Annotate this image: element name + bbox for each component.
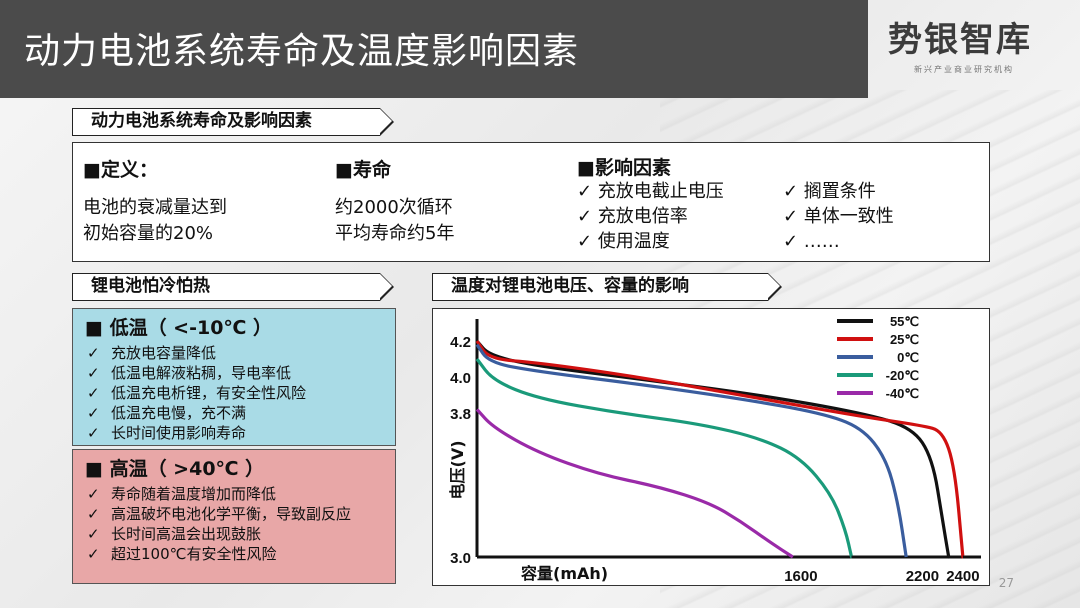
check-icon: ✓ <box>87 505 100 523</box>
low-temp-item: ✓ 低温充电析锂，有安全性风险 <box>87 384 307 402</box>
logo-text: 势银智库 <box>888 20 1032 60</box>
chart-container: 4.2 4.0 3.8 3.0 1600 2200 2400 容量(mAh) 电压(V) 55℃ 2… <box>432 308 990 586</box>
series-line <box>475 408 794 559</box>
x-tick-label: 2400 <box>946 568 979 585</box>
y-axis-label: 电压(V) <box>448 440 467 499</box>
y-tick-label: 3.8 <box>450 406 471 423</box>
life-heading: ■寿命 <box>335 159 391 181</box>
section-tag-chart-label: 温度对锂电池电压、容量的影响 <box>451 276 689 296</box>
factor-item: ✓ 搁置条件 <box>783 181 876 202</box>
check-icon: ✓ <box>87 525 100 543</box>
check-icon: ✓ <box>87 384 100 402</box>
logo-subtitle: 新兴产业商业研究机构 <box>914 65 1014 74</box>
check-icon: ✓ <box>87 545 100 563</box>
low-temp-item: ✓ 长时间使用影响寿命 <box>87 424 247 442</box>
legend-label: 55℃ <box>890 314 919 329</box>
definition-heading: ■定义： <box>83 159 158 181</box>
low-temp-panel: ■ 低温（ <-10℃ ） ✓ 充放电容量降低 ✓ 低温电解液粘稠，导电率低 ✓ 低温… <box>72 308 396 446</box>
check-icon: ✓ <box>87 424 100 442</box>
life-line: 约2000次循环 <box>335 197 453 218</box>
high-temp-panel: ■ 高温（ >40℃ ） ✓ 寿命随着温度增加而降低 ✓ 高温破坏电池化学平衡，导致… <box>72 449 396 584</box>
high-temp-heading: ■ 高温（ >40℃ ） <box>85 458 265 480</box>
factor-item: ✓ …… <box>783 231 840 252</box>
section-tag-temperature: 锂电池怕冷怕热 <box>72 272 394 301</box>
legend-label: 0℃ <box>897 350 919 365</box>
factors-list-1: ✓ 充放电截止电压 ✓ 充放电倍率 ✓ 使用温度 <box>577 179 724 254</box>
legend-label: 25℃ <box>890 332 919 347</box>
section-tag-life: 动力电池系统寿命及影响因素 <box>72 107 394 136</box>
high-temp-item: ✓ 寿命随着温度增加而降低 <box>87 485 277 503</box>
section-tag-life-label: 动力电池系统寿命及影响因素 <box>91 111 312 131</box>
page-number: 27 <box>998 576 1014 590</box>
legend-label: -40℃ <box>886 386 919 401</box>
y-tick-label: 4.0 <box>450 370 471 387</box>
high-temp-item: ✓ 高温破坏电池化学平衡，导致副反应 <box>87 505 352 523</box>
factors-list-2: ✓ 搁置条件 ✓ 单体一致性 ✓ …… <box>783 179 894 254</box>
series-line <box>475 358 854 558</box>
low-temp-item: ✓ 低温电解液粘稠，导电率低 <box>87 364 292 382</box>
life-line: 平均寿命约5年 <box>335 223 455 244</box>
voltage-capacity-chart: 4.2 4.0 3.8 3.0 1600 2200 2400 容量(mAh) 电压(V) 55℃ 2… <box>448 314 981 585</box>
title-bar: 动力电池系统寿命及温度影响因素 <box>0 0 868 98</box>
check-icon: ✓ <box>87 404 100 422</box>
brand-logo: 势银智库 新兴产业商业研究机构 <box>888 20 1058 75</box>
x-tick-label: 2200 <box>906 568 939 585</box>
section-tag-chart: 温度对锂电池电压、容量的影响 <box>432 272 782 301</box>
legend-label: -20℃ <box>886 368 919 383</box>
factor-item: ✓ 单体一致性 <box>783 206 894 227</box>
page-title: 动力电池系统寿命及温度影响因素 <box>24 31 580 72</box>
definition-line: 电池的衰减量达到 <box>83 197 227 218</box>
factors-heading: ■影响因素 <box>577 157 671 179</box>
series-line <box>475 340 965 558</box>
low-temp-heading: ■ 低温（ <-10℃ ） <box>85 317 273 339</box>
section-tag-temperature-label: 锂电池怕冷怕热 <box>91 276 210 296</box>
high-temp-item: ✓ 超过100℃有安全性风险 <box>87 545 277 563</box>
life-text: 约2000次循环 平均寿命约5年 <box>335 195 454 247</box>
x-tick-label: 1600 <box>784 568 817 585</box>
check-icon: ✓ <box>87 485 100 503</box>
y-tick-label: 3.0 <box>450 550 471 567</box>
series-line <box>475 343 908 558</box>
y-tick-label: 4.2 <box>450 334 471 351</box>
x-axis-label: 容量(mAh) <box>520 564 608 583</box>
factor-item: ✓ 使用温度 <box>577 231 670 252</box>
definition-text: 电池的衰减量达到 初始容量的20% <box>83 195 227 247</box>
high-temp-item: ✓ 长时间高温会出现鼓胀 <box>87 525 262 543</box>
low-temp-item: ✓ 充放电容量降低 <box>87 344 217 362</box>
factor-item: ✓ 充放电截止电压 <box>577 181 724 202</box>
definition-box: ■定义： 电池的衰减量达到 初始容量的20% ■寿命 约2000次循环 平均寿命… <box>72 142 990 262</box>
check-icon: ✓ <box>87 364 100 382</box>
factor-item: ✓ 充放电倍率 <box>577 206 688 227</box>
check-icon: ✓ <box>87 344 100 362</box>
low-temp-item: ✓ 低温充电慢，充不满 <box>87 404 247 422</box>
definition-line: 初始容量的20% <box>83 223 214 244</box>
